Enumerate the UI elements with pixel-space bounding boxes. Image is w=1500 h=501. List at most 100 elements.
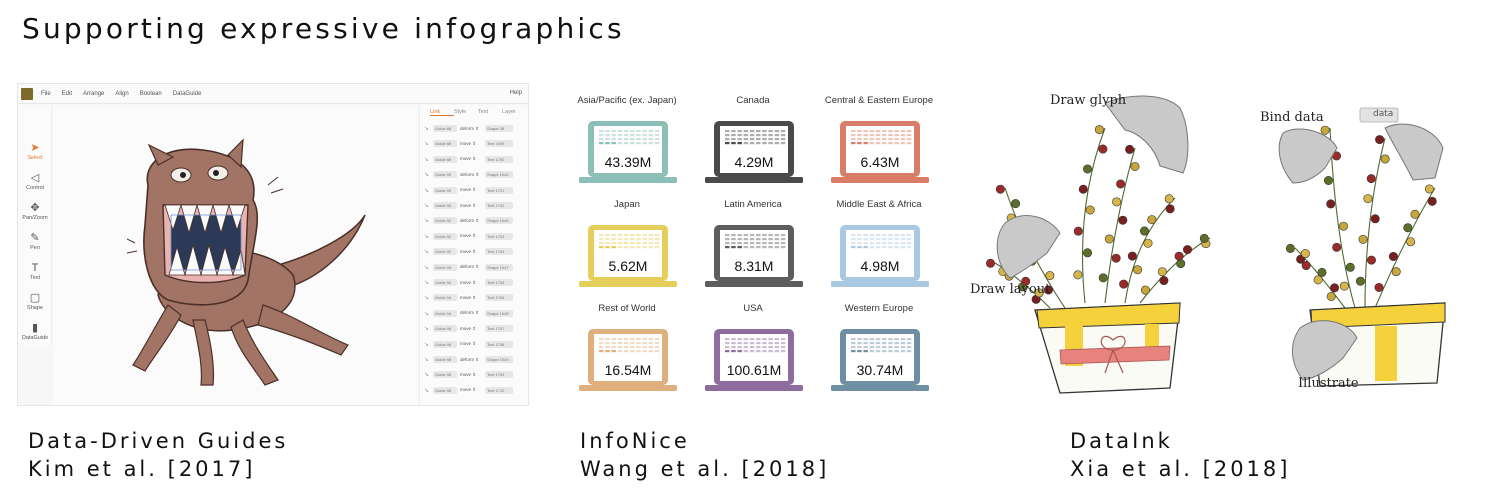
guide-chip[interactable]: Guide 92 [433, 217, 457, 225]
target-chip[interactable]: Shape 1042 [485, 171, 513, 179]
guide-chip[interactable]: Guide 96 [433, 340, 457, 348]
tool-text[interactable]: T Text [18, 259, 52, 289]
guide-chip[interactable]: Guide 98 [433, 371, 457, 379]
target-chip[interactable]: Text 1705 [485, 279, 513, 286]
tab-text[interactable]: Text [478, 109, 489, 115]
data-button-shape [1359, 107, 1399, 123]
guide-chip[interactable]: Guide 92 [433, 248, 457, 256]
tool-dataguide[interactable]: ▮ DataGuide [18, 319, 52, 349]
op-select[interactable]: move ⇕ [460, 341, 482, 347]
link-row[interactable]: ↘ Guide 90 move ⇕ Text 1701 [424, 185, 528, 196]
target-chip[interactable]: Text 1708 [485, 340, 513, 348]
target-chip[interactable]: Text 1707 [485, 325, 513, 333]
op-select[interactable]: move ⇕ [460, 203, 482, 209]
target-chip[interactable]: Text 1709 [485, 371, 513, 379]
menu-edit[interactable]: Edit [61, 90, 73, 97]
menu-file[interactable]: File [41, 90, 51, 97]
op-select[interactable]: move ⇕ [460, 387, 482, 393]
op-select[interactable]: move ⇕ [460, 326, 482, 332]
link-row[interactable]: ↘ Guide 96 move ⇕ Text 1708 [424, 339, 528, 350]
target-chip[interactable]: Text 1702 [485, 202, 513, 209]
guide-chip[interactable]: Guide 94 [433, 263, 457, 271]
pictograph-dash [762, 338, 767, 341]
pictograph-dash [756, 246, 761, 249]
link-row[interactable]: ↘ Guide 90 deform ⇕ Shape 1042 [424, 169, 528, 180]
pictograph-dash [725, 346, 730, 349]
op-select[interactable]: move ⇕ [460, 295, 482, 301]
ddg-canvas[interactable] [53, 105, 418, 405]
guide-chip[interactable]: Guide 88 [433, 155, 457, 163]
target-chip[interactable]: Text 1703 [485, 232, 513, 240]
guide-chip[interactable]: Guide 90 [433, 186, 457, 194]
op-select[interactable]: move ⇕ [460, 233, 482, 239]
link-row[interactable]: ↘ Guide 98 deform ⇕ Shape 1049 [424, 354, 528, 365]
tool-pen[interactable]: ✎ Pen [18, 229, 52, 259]
tool-select[interactable]: ➤ Select [18, 139, 52, 169]
target-chip[interactable]: Text 1710 [485, 386, 513, 394]
target-chip[interactable]: Text 1699 [485, 140, 513, 148]
tab-style[interactable]: Style [454, 109, 467, 115]
link-row[interactable]: ↘ Guide 92 move ⇕ Text 1703 [424, 231, 528, 242]
menu-dataguide[interactable]: DataGuide [172, 90, 202, 97]
op-select[interactable]: move ⇕ [460, 249, 482, 255]
guide-chip[interactable]: Guide 94 [433, 294, 457, 302]
guide-chip[interactable]: Guide 88 [433, 125, 457, 132]
op-select[interactable]: move ⇕ [460, 280, 482, 286]
link-row[interactable]: ↘ Guide 94 move ⇕ Text 1705 [424, 277, 528, 288]
op-select[interactable]: move ⇕ [460, 187, 482, 193]
menu-help[interactable]: Help [509, 90, 522, 96]
tab-link[interactable]: Link [430, 109, 454, 116]
pictograph-dash [780, 350, 786, 353]
target-chip[interactable]: Text 1704 [485, 248, 513, 256]
guide-chip[interactable]: Guide 94 [433, 309, 457, 317]
menu-boolean[interactable]: Boolean [139, 90, 162, 97]
link-row[interactable]: ↘ Guide 94 deform ⇕ Shape 1048 [424, 308, 528, 319]
link-row[interactable]: ↘ Guide 88 move ⇕ Text 1700 [424, 154, 528, 165]
op-select[interactable]: deform ⇕ [460, 264, 482, 270]
link-row[interactable]: ↘ Guide 94 move ⇕ Text 1706 [424, 292, 528, 303]
link-row[interactable]: ↘ Guide 96 move ⇕ Text 1707 [424, 323, 528, 334]
pictograph-dash [630, 342, 635, 345]
op-select[interactable]: deform ⇕ [460, 126, 482, 132]
target-chip[interactable]: Text 1701 [485, 186, 513, 194]
guide-chip[interactable]: Guide 90 [433, 171, 457, 179]
op-select[interactable]: move ⇕ [460, 141, 482, 147]
link-row[interactable]: ↘ Guide 92 deform ⇕ Shape 1046 [424, 215, 528, 226]
guide-chip[interactable]: Guide 98 [433, 356, 457, 363]
op-select[interactable]: move ⇕ [460, 372, 482, 378]
target-chip[interactable]: Shape 1047 [485, 263, 513, 271]
op-select[interactable]: deform ⇕ [460, 172, 482, 178]
menu-arrange[interactable]: Arrange [83, 90, 105, 97]
target-chip[interactable]: Shape 38 [485, 125, 513, 132]
guide-chip[interactable]: Guide 88 [433, 140, 457, 148]
guide-chip[interactable]: Guide 94 [433, 279, 457, 286]
link-row[interactable]: ↘ Guide 94 deform ⇕ Shape 1047 [424, 262, 528, 273]
target-chip[interactable]: Shape 1049 [485, 356, 513, 363]
op-select[interactable]: move ⇕ [460, 156, 482, 162]
guide-chip[interactable]: Guide 92 [433, 232, 457, 240]
tool-panzoom[interactable]: ✥ Pan/Zoom [18, 199, 52, 229]
op-select[interactable]: deform ⇕ [460, 357, 482, 363]
guide-chip[interactable]: Guide 90 [433, 202, 457, 209]
pictograph-dash [869, 350, 875, 353]
tool-control[interactable]: ◁ Control [18, 169, 52, 199]
target-chip[interactable]: Shape 1046 [485, 217, 513, 225]
op-select[interactable]: deform ⇕ [460, 310, 482, 316]
link-row[interactable]: ↘ Guide 90 move ⇕ Text 1702 [424, 200, 528, 211]
menu-align[interactable]: Align [115, 90, 129, 97]
link-row[interactable]: ↘ Guide 98 move ⇕ Text 1709 [424, 369, 528, 380]
pictograph-dash [731, 342, 736, 345]
tool-shape[interactable]: ▢ Shape [18, 289, 52, 319]
link-row[interactable]: ↘ Guide 92 move ⇕ Text 1704 [424, 246, 528, 257]
link-row[interactable]: ↘ Guide 88 deform ⇕ Shape 38 [424, 123, 528, 134]
guide-chip[interactable]: Guide 96 [433, 325, 457, 333]
target-chip[interactable]: Text 1706 [485, 294, 513, 302]
target-chip[interactable]: Shape 1048 [485, 309, 513, 317]
guide-chip[interactable]: Guide 98 [433, 386, 457, 394]
op-select[interactable]: deform ⇕ [460, 218, 482, 224]
link-row[interactable]: ↘ Guide 88 move ⇕ Text 1699 [424, 138, 528, 149]
link-row[interactable]: ↘ Guide 98 move ⇕ Text 1710 [424, 385, 528, 396]
target-chip[interactable]: Text 1700 [485, 155, 513, 163]
pictograph-dash [762, 130, 767, 133]
tab-layer[interactable]: Layer [502, 109, 516, 115]
